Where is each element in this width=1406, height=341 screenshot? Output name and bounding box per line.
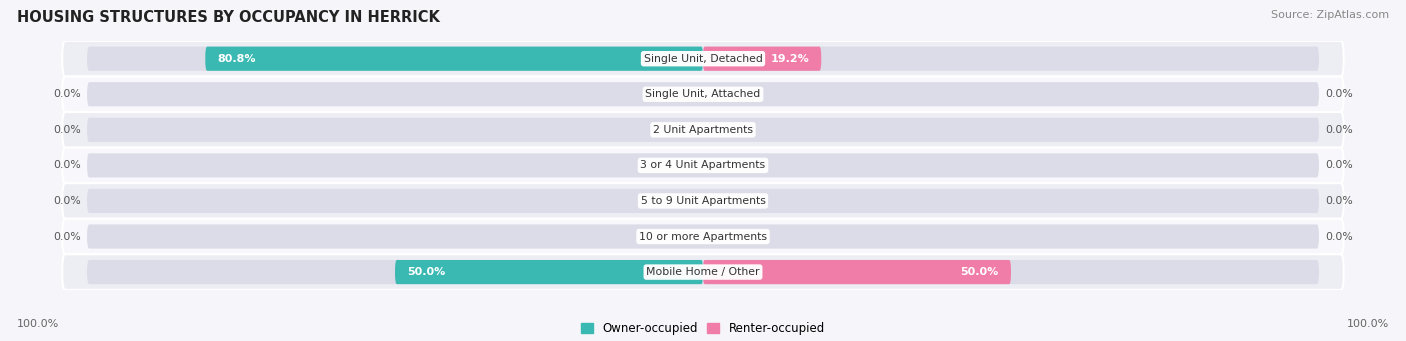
FancyBboxPatch shape xyxy=(62,76,1344,112)
Text: HOUSING STRUCTURES BY OCCUPANCY IN HERRICK: HOUSING STRUCTURES BY OCCUPANCY IN HERRI… xyxy=(17,10,440,25)
FancyBboxPatch shape xyxy=(87,47,1319,71)
Text: 50.0%: 50.0% xyxy=(960,267,998,277)
Text: 10 or more Apartments: 10 or more Apartments xyxy=(638,232,768,241)
FancyBboxPatch shape xyxy=(87,82,1319,106)
FancyBboxPatch shape xyxy=(62,41,1344,76)
Text: 0.0%: 0.0% xyxy=(53,160,82,170)
FancyBboxPatch shape xyxy=(62,254,1344,290)
FancyBboxPatch shape xyxy=(87,260,1319,284)
Text: 0.0%: 0.0% xyxy=(53,196,82,206)
FancyBboxPatch shape xyxy=(62,112,1344,148)
Text: Single Unit, Detached: Single Unit, Detached xyxy=(644,54,762,64)
Text: Single Unit, Attached: Single Unit, Attached xyxy=(645,89,761,99)
Text: Mobile Home / Other: Mobile Home / Other xyxy=(647,267,759,277)
FancyBboxPatch shape xyxy=(703,260,1011,284)
FancyBboxPatch shape xyxy=(87,153,1319,177)
FancyBboxPatch shape xyxy=(62,148,1344,183)
FancyBboxPatch shape xyxy=(62,183,1344,219)
Text: 0.0%: 0.0% xyxy=(53,232,82,241)
Text: 2 Unit Apartments: 2 Unit Apartments xyxy=(652,125,754,135)
FancyBboxPatch shape xyxy=(703,47,821,71)
Text: 0.0%: 0.0% xyxy=(1324,89,1353,99)
Text: 0.0%: 0.0% xyxy=(1324,125,1353,135)
Legend: Owner-occupied, Renter-occupied: Owner-occupied, Renter-occupied xyxy=(581,322,825,335)
Text: 5 to 9 Unit Apartments: 5 to 9 Unit Apartments xyxy=(641,196,765,206)
Text: 0.0%: 0.0% xyxy=(53,125,82,135)
Text: 0.0%: 0.0% xyxy=(1324,232,1353,241)
Text: 0.0%: 0.0% xyxy=(53,89,82,99)
Text: 100.0%: 100.0% xyxy=(17,319,59,329)
FancyBboxPatch shape xyxy=(87,189,1319,213)
FancyBboxPatch shape xyxy=(395,260,703,284)
Text: 80.8%: 80.8% xyxy=(218,54,256,64)
Text: 0.0%: 0.0% xyxy=(1324,196,1353,206)
Text: 100.0%: 100.0% xyxy=(1347,319,1389,329)
Text: 3 or 4 Unit Apartments: 3 or 4 Unit Apartments xyxy=(641,160,765,170)
FancyBboxPatch shape xyxy=(87,224,1319,249)
FancyBboxPatch shape xyxy=(205,47,703,71)
Text: 50.0%: 50.0% xyxy=(408,267,446,277)
Text: 19.2%: 19.2% xyxy=(770,54,808,64)
Text: 0.0%: 0.0% xyxy=(1324,160,1353,170)
FancyBboxPatch shape xyxy=(87,118,1319,142)
FancyBboxPatch shape xyxy=(62,219,1344,254)
Text: Source: ZipAtlas.com: Source: ZipAtlas.com xyxy=(1271,10,1389,20)
